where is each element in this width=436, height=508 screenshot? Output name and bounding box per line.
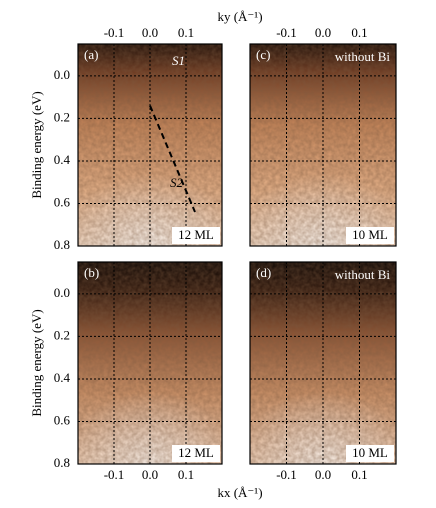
note-box xyxy=(172,227,220,244)
x-tick-label: -0.1 xyxy=(276,25,297,40)
panel xyxy=(249,261,397,465)
y-tick-label: 0.4 xyxy=(54,370,71,385)
y-tick-label: 0.6 xyxy=(54,194,71,209)
panel-note: 12 ML xyxy=(178,445,214,460)
y-axis-title: Binding energy (eV) xyxy=(29,91,44,198)
note-box xyxy=(346,227,394,244)
y-tick-label: 0.0 xyxy=(54,67,70,82)
x-tick-label: -0.1 xyxy=(104,467,125,482)
panel xyxy=(77,261,223,465)
panel-note: 12 ML xyxy=(178,227,214,242)
panel-label: (b) xyxy=(84,265,99,280)
panel-label: (c) xyxy=(256,47,270,62)
y-tick-label: 0.6 xyxy=(54,412,71,427)
x-tick-label: 0.0 xyxy=(315,467,331,482)
x-tick-label: 0.1 xyxy=(178,467,194,482)
panel-note: without Bi xyxy=(335,267,391,282)
panel-note: without Bi xyxy=(335,49,391,64)
x-tick-label: 0.0 xyxy=(315,25,331,40)
y-tick-label: 0.8 xyxy=(54,455,70,470)
x-axis-title: kx (Å⁻¹) xyxy=(217,485,262,500)
note-box xyxy=(346,445,394,462)
note-box xyxy=(172,445,220,462)
y-tick-label: 0.2 xyxy=(54,109,70,124)
x-tick-label: 0.0 xyxy=(142,467,158,482)
panel-note: 10 ML xyxy=(352,227,388,242)
panel-label: (d) xyxy=(256,265,271,280)
band-label: S2 xyxy=(170,175,184,190)
panel xyxy=(249,43,397,247)
y-tick-label: 0.0 xyxy=(54,285,70,300)
x-tick-label: 0.1 xyxy=(178,25,194,40)
x-tick-label: -0.1 xyxy=(276,467,297,482)
y-tick-label: 0.2 xyxy=(54,327,70,342)
panel xyxy=(77,43,223,247)
band-label: S1 xyxy=(172,53,185,68)
y-axis-title: Binding energy (eV) xyxy=(29,309,44,416)
panel-label: (a) xyxy=(84,47,98,62)
y-tick-label: 0.4 xyxy=(54,152,71,167)
x-tick-label: 0.1 xyxy=(351,467,367,482)
x-axis-title: ky (Å⁻¹) xyxy=(217,9,262,24)
x-tick-label: 0.0 xyxy=(142,25,158,40)
y-tick-label: 0.8 xyxy=(54,237,70,252)
panel-note: 10 ML xyxy=(352,445,388,460)
x-tick-label: -0.1 xyxy=(104,25,125,40)
x-tick-label: 0.1 xyxy=(351,25,367,40)
